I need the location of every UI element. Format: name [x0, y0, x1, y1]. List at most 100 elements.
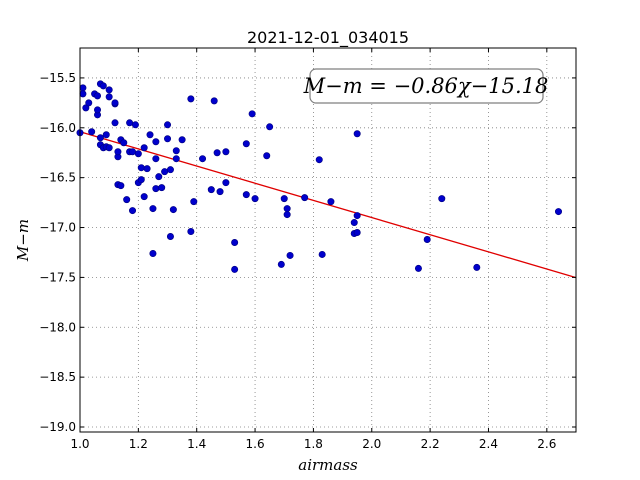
data-point	[353, 229, 361, 237]
y-tick-label: −17.5	[39, 270, 76, 284]
data-point	[137, 176, 145, 184]
data-point	[152, 138, 160, 146]
data-point	[169, 206, 177, 214]
data-point	[231, 238, 239, 246]
x-tick-label: 2.6	[537, 437, 556, 451]
data-point	[94, 92, 102, 100]
data-point	[117, 182, 125, 190]
data-point	[283, 205, 291, 213]
data-point	[187, 228, 195, 236]
fit-line	[79, 131, 577, 279]
data-points	[76, 80, 562, 273]
data-point	[187, 95, 195, 103]
data-point	[164, 121, 172, 129]
data-point	[155, 173, 163, 181]
data-point	[134, 150, 142, 158]
data-point	[131, 121, 139, 129]
data-point	[140, 144, 148, 152]
data-point	[315, 156, 323, 164]
data-point	[251, 195, 259, 203]
data-point	[88, 128, 96, 136]
x-tick-label: 2.0	[362, 437, 381, 451]
y-tick-label: −18.5	[39, 370, 76, 384]
data-point	[283, 211, 291, 219]
data-point	[161, 168, 169, 176]
data-point	[231, 265, 239, 273]
x-tick-label: 1.6	[246, 437, 265, 451]
data-point	[353, 212, 361, 220]
data-point	[143, 165, 151, 173]
data-point	[85, 99, 93, 107]
data-point	[146, 131, 154, 139]
x-tick-label: 1.2	[129, 437, 148, 451]
data-point	[213, 149, 221, 157]
data-point	[94, 106, 102, 114]
data-point	[350, 219, 358, 227]
data-point	[105, 93, 113, 101]
x-axis-label: airmass	[298, 456, 358, 474]
data-point	[105, 144, 113, 152]
data-point	[207, 186, 215, 194]
data-point	[129, 207, 137, 215]
data-point	[149, 205, 157, 213]
x-tick-label: 1.0	[70, 437, 89, 451]
data-point	[152, 185, 160, 193]
data-point	[149, 249, 157, 257]
data-point	[423, 236, 431, 244]
data-point	[172, 155, 180, 163]
data-point	[414, 264, 422, 272]
data-point	[120, 139, 128, 147]
data-point	[126, 119, 134, 127]
data-point	[301, 194, 309, 202]
data-point	[242, 140, 250, 148]
data-point	[178, 136, 186, 144]
y-tick-label: −15.5	[39, 71, 76, 85]
data-point	[222, 148, 230, 156]
data-point	[164, 135, 172, 143]
axis-ticks: 1.0 1.2 1.4 1.6 1.8 2.0 2.2 2.4 2.6 −15.5 −16.0 −16…	[39, 48, 576, 451]
data-point	[280, 195, 288, 203]
data-point	[242, 191, 250, 199]
fit-equation: M−m = −0.86χ−15.18	[303, 74, 549, 98]
data-point	[166, 233, 174, 241]
y-tick-label: −16.0	[39, 121, 76, 135]
data-point	[114, 148, 122, 156]
data-point	[318, 250, 326, 258]
x-tick-label: 2.2	[421, 437, 440, 451]
data-point	[554, 208, 562, 216]
x-tick-label: 1.4	[187, 437, 206, 451]
data-point	[473, 263, 481, 271]
y-tick-label: −16.5	[39, 171, 76, 185]
data-point	[79, 90, 87, 98]
data-point	[140, 193, 148, 201]
y-tick-label: −18.0	[39, 320, 76, 334]
fit-line-group	[79, 131, 577, 279]
data-point	[123, 196, 131, 204]
grid	[79, 48, 576, 432]
y-tick-label: −17.0	[39, 221, 76, 235]
x-tick-label: 2.4	[479, 437, 498, 451]
data-point	[353, 130, 361, 138]
x-tick-label: 1.8	[304, 437, 323, 451]
data-point	[190, 198, 198, 206]
data-point	[286, 251, 294, 259]
data-point	[158, 184, 166, 192]
data-point	[137, 164, 145, 172]
y-tick-label: −19.0	[39, 420, 76, 434]
data-point	[222, 179, 230, 187]
data-point	[111, 99, 119, 107]
data-point	[266, 123, 274, 131]
data-point	[277, 260, 285, 268]
data-point	[327, 198, 335, 206]
data-point	[129, 148, 137, 156]
data-point	[152, 155, 160, 163]
data-point	[111, 119, 119, 127]
data-point	[79, 84, 87, 92]
data-point	[166, 166, 174, 174]
chart-title: 2021-12-01_034015	[247, 28, 409, 48]
data-point	[99, 82, 107, 90]
data-point	[96, 134, 104, 142]
data-point	[248, 110, 256, 118]
data-point	[438, 195, 446, 203]
